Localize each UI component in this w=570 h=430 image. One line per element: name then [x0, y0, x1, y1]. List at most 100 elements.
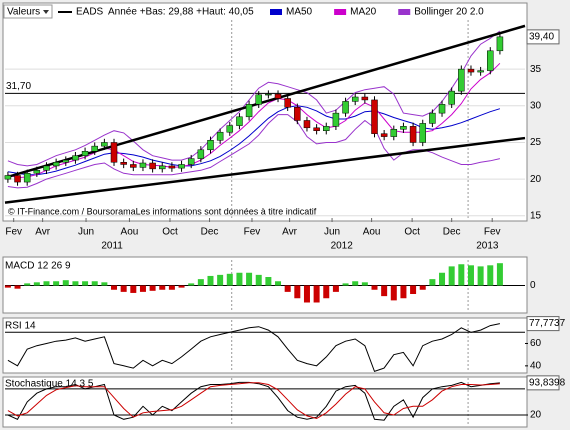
x-tick-label: Aou [363, 227, 381, 238]
macd-bar [178, 285, 185, 288]
panel-title: Stochastique 14 3 5 [5, 379, 94, 390]
candle-body [371, 99, 378, 134]
candle-body [284, 98, 291, 108]
macd-bar [207, 275, 214, 286]
candle-body [332, 112, 340, 127]
candle-body [72, 155, 79, 161]
macd-bar [381, 285, 388, 297]
x-tick-label: Fev [5, 227, 22, 238]
macd-bar [429, 279, 436, 286]
macd-bar [62, 280, 69, 286]
macd-bar [246, 272, 253, 286]
candle-body [477, 70, 484, 73]
x-tick-label: Fev [484, 227, 501, 238]
candle-body [409, 126, 417, 143]
macd-bar [159, 285, 166, 290]
candle-body [216, 131, 224, 141]
macd-bar [24, 283, 31, 286]
indicator-line [7, 323, 501, 373]
candle-body [265, 93, 272, 96]
year-label: 2012 [331, 241, 354, 252]
trendline [4, 136, 526, 204]
candle-body [245, 104, 253, 118]
moving-average [7, 105, 501, 176]
last-value-label: 39,40 [529, 32, 554, 43]
candle-body [380, 133, 388, 137]
legend-swatch [334, 9, 347, 15]
y-tick-label: 20 [530, 174, 542, 185]
candle-body [159, 165, 166, 170]
candle-body [110, 142, 118, 163]
x-tick-label: Jun [78, 227, 94, 238]
macd-bar [352, 281, 359, 286]
y-tick-label: 35 [530, 64, 542, 75]
candle-body [419, 123, 426, 143]
candle-body [400, 126, 407, 130]
macd-bar [371, 285, 378, 290]
main-panel [2, 2, 528, 222]
moving-average [7, 62, 501, 179]
candle-body [294, 107, 301, 121]
macd-bar [149, 285, 156, 291]
candle-body [14, 175, 21, 183]
candle-body [429, 112, 436, 124]
candle-body [62, 159, 70, 163]
candle-body [361, 96, 369, 101]
selector-box[interactable] [3, 4, 53, 19]
macd-bar [188, 283, 195, 286]
macd-bar [487, 265, 494, 286]
candle-body [274, 93, 282, 99]
macd-bar [400, 285, 407, 299]
indicator-line [7, 382, 500, 420]
macd-bar [168, 285, 175, 290]
annual-range: Année +Bas: 29,88 +Haut: 40,05 [108, 7, 254, 18]
macd-bar [53, 281, 60, 286]
candle-body [81, 151, 89, 156]
level-label: 31,70 [6, 81, 31, 92]
last-value-label: 77,7737 [529, 318, 566, 329]
candle-body [390, 129, 398, 137]
last-value-box [526, 29, 560, 45]
legend-label: MA20 [350, 7, 377, 18]
x-tick-label: Oct [162, 227, 178, 238]
candle-body [313, 127, 320, 131]
legend-label: Bollinger 20 2.0 [414, 7, 484, 18]
source-note: © IT-Finance.com / BoursoramaLes informa… [8, 206, 317, 216]
macd-bar [43, 281, 50, 286]
candle-body [207, 140, 214, 151]
macd-bar [139, 285, 146, 292]
candle-body [101, 142, 108, 147]
macd-bar [284, 285, 291, 292]
y-tick-label: 60 [530, 338, 542, 349]
candle-body [467, 68, 475, 73]
bollinger-upper [7, 30, 501, 167]
macd-bar [4, 285, 11, 288]
y-tick-label: 30 [530, 100, 542, 111]
macd-bar [477, 266, 484, 286]
macd-bar [294, 285, 301, 299]
candle-body [52, 162, 60, 167]
candle-body [197, 149, 205, 159]
trendline [4, 24, 526, 179]
bollinger-lower [7, 114, 501, 189]
candle-body [168, 165, 176, 169]
candle-body [438, 104, 446, 114]
candle-body [43, 165, 50, 171]
candle-body [323, 126, 330, 131]
y-tick-label: 20 [530, 410, 542, 421]
x-tick-label: Avr [35, 227, 50, 238]
candle-body [255, 94, 262, 105]
macd-bar [496, 263, 503, 286]
macd-bar [111, 285, 118, 290]
macd-bar [448, 266, 455, 286]
dropdown-arrow[interactable] [43, 10, 49, 14]
macd-bar [439, 272, 446, 286]
macd-bar [458, 264, 465, 286]
selector[interactable]: Valeurs [7, 7, 40, 18]
macd-bar [390, 285, 397, 301]
legend-swatch [398, 9, 411, 15]
macd-bar [236, 272, 243, 286]
macd-bar [255, 274, 262, 286]
macd-bar [33, 282, 40, 286]
macd-bar [467, 265, 474, 286]
